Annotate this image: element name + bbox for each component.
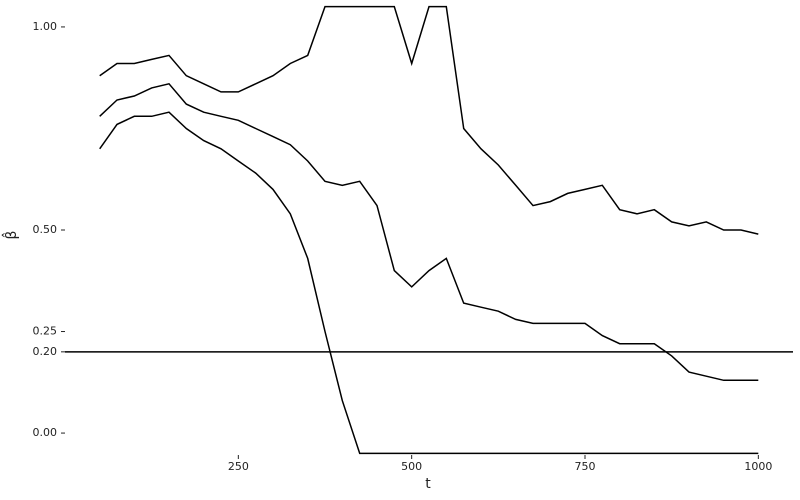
y-tick-label: 0.20 (33, 345, 58, 358)
y-tick-label: 0.50 (33, 223, 58, 236)
x-tick-label: 750 (575, 460, 596, 473)
x-tick-label: 1000 (744, 460, 772, 473)
y-tick-label: 0.00 (33, 426, 58, 439)
y-axis-label: β̂ (1, 231, 20, 240)
y-tick-label: 1.00 (33, 20, 58, 33)
series-line (99, 5, 759, 235)
x-axis-label: t (425, 476, 431, 492)
x-tick-label: 500 (401, 460, 422, 473)
series-line (99, 82, 759, 382)
y-tick-label: 0.25 (33, 325, 58, 338)
series-line (99, 111, 759, 455)
x-tick-label: 250 (228, 460, 249, 473)
